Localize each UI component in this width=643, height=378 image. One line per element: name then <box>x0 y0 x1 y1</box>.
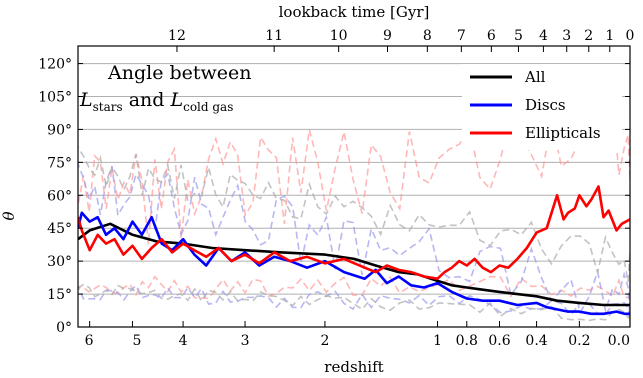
ghost-track <box>78 96 630 245</box>
x-axis-ticks: 6 5 4 3 2 1 0.8 0.6 0.4 0.2 0.0 <box>85 321 631 349</box>
top-tick-label: 0 <box>626 28 635 44</box>
x-tick-label: 0.6 <box>488 333 510 349</box>
legend: All Discs Ellipticals <box>462 64 622 150</box>
top-tick-label: 8 <box>423 28 432 44</box>
top-axis-title: lookback time [Gyr] <box>279 3 430 21</box>
top-tick-label: 10 <box>330 28 348 44</box>
top-tick-label: 1 <box>605 28 614 44</box>
ghost-track <box>78 146 630 283</box>
legend-label-discs: Discs <box>525 96 566 114</box>
y-tick-label: 15° <box>47 287 72 303</box>
y-tick-label: 45° <box>47 221 72 237</box>
ghost-track <box>78 163 630 322</box>
ghost-individual-tracks <box>78 96 630 322</box>
top-tick-label: 4 <box>539 28 548 44</box>
y-tick-label: 75° <box>47 155 72 171</box>
y-axis-title: θ <box>0 211 18 220</box>
x-axis-title: redshift <box>324 358 383 376</box>
y-tick-label: 30° <box>47 254 72 270</box>
top-tick-label: 7 <box>457 28 466 44</box>
x-tick-label: 0.2 <box>568 333 590 349</box>
legend-label-ellipticals: Ellipticals <box>525 124 601 142</box>
legend-label-all: All <box>524 68 546 86</box>
top-tick-label: 2 <box>584 28 593 44</box>
series-line-discs <box>78 211 630 316</box>
top-tick-label: 11 <box>265 28 283 44</box>
y-tick-label: 60° <box>47 188 72 204</box>
x-tick-label: 3 <box>241 333 250 349</box>
y-axis-ticks: 0° 15° 30° 45° 60° 75° 90° 105° 120° <box>38 57 630 336</box>
ghost-track <box>78 284 630 318</box>
annotation-line2: Lstars and Lcold gas <box>79 89 233 114</box>
top-tick-label: 6 <box>487 28 496 44</box>
ghost-track <box>78 283 630 322</box>
top-tick-label: 5 <box>514 28 523 44</box>
series-line-ellipticals <box>78 185 630 280</box>
x-tick-label: 1 <box>433 333 442 349</box>
ghost-track <box>78 275 630 300</box>
x-tick-label: 2 <box>320 333 329 349</box>
x-tick-label: 6 <box>85 333 94 349</box>
series-lines <box>78 185 630 316</box>
x-tick-label: 0.0 <box>608 333 630 349</box>
y-tick-label: 90° <box>47 122 72 138</box>
annotation-line1: Angle between <box>107 62 252 84</box>
y-tick-label: 120° <box>38 57 72 73</box>
y-tick-label: 0° <box>56 320 72 336</box>
x-tick-label: 0.4 <box>525 333 547 349</box>
y-tick-label: 105° <box>38 89 72 105</box>
top-tick-label: 9 <box>383 28 392 44</box>
top-axis-ticks: 12 11 10 9 8 7 6 5 4 3 2 1 0 <box>168 28 634 52</box>
x-tick-label: 5 <box>132 333 141 349</box>
plot-frame <box>77 45 631 328</box>
x-tick-label: 0.8 <box>456 333 478 349</box>
top-tick-label: 3 <box>562 28 571 44</box>
top-tick-label: 12 <box>168 28 186 44</box>
x-tick-label: 4 <box>179 333 188 349</box>
annotation: Angle between Lstars and Lcold gas <box>79 62 252 114</box>
